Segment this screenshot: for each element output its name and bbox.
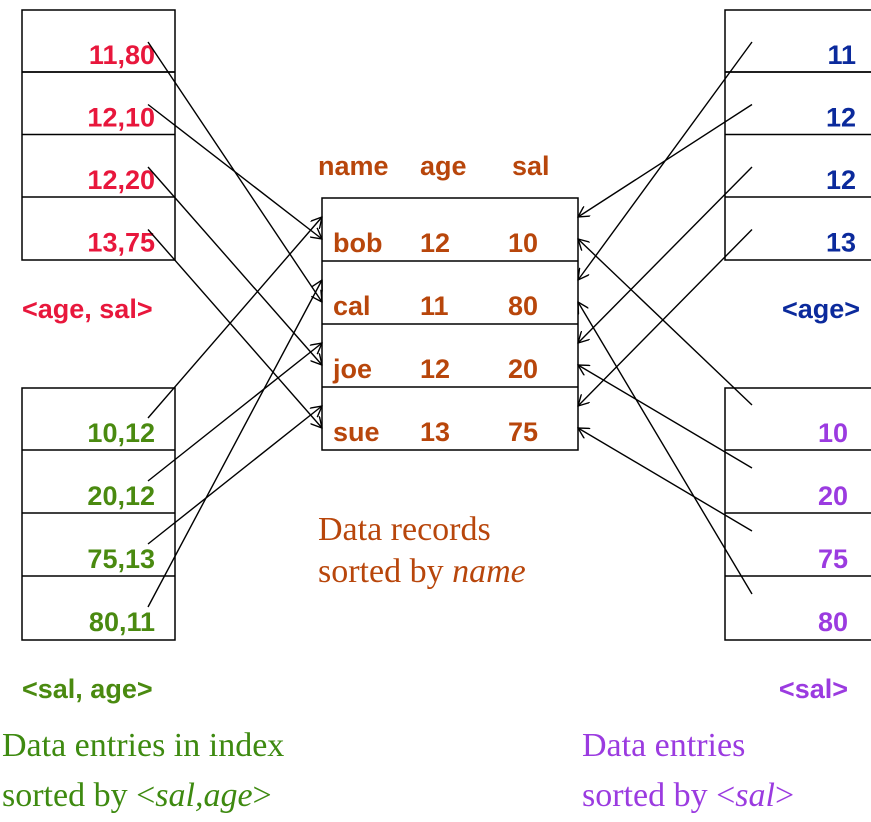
caption-italic: sal (735, 777, 775, 814)
record-cell: 20 (508, 354, 538, 384)
index-entry: 75 (818, 544, 848, 574)
index-entry: 11,80 (89, 40, 155, 70)
right-caption: sorted by <sal> (582, 777, 794, 814)
index-entry: 20 (818, 481, 848, 511)
record-cell: 13 (420, 417, 450, 447)
pointer-arrow (578, 365, 753, 469)
index-entry: 10,12 (87, 418, 155, 448)
index-label: <sal, age> (22, 674, 153, 704)
column-header: age (420, 151, 467, 181)
index-box (21, 387, 176, 641)
pointer-arrow (147, 229, 322, 429)
index-entry: 20,12 (87, 481, 155, 511)
record-cell: cal (333, 291, 371, 321)
pointer-arrow (147, 406, 322, 545)
right-caption: Data entries (582, 727, 745, 764)
record-cell: 12 (420, 354, 450, 384)
index-entry: 80,11 (89, 607, 155, 637)
records-caption: sorted by name (318, 553, 526, 590)
pointer-arrow (578, 103, 753, 218)
column-header: sal (512, 151, 550, 181)
record-cell: sue (333, 417, 380, 447)
left-caption: sorted by <sal,age> (2, 777, 272, 814)
record-cell: bob (333, 228, 382, 258)
left-caption: Data entries in index (2, 727, 284, 764)
record-cell: 10 (508, 228, 538, 258)
record-cell: 75 (508, 417, 538, 447)
caption-italic: name (452, 553, 526, 590)
record-cell: 12 (420, 228, 450, 258)
caption-text: > (775, 777, 794, 814)
pointer-arrow (578, 239, 753, 406)
index-entry: 80 (818, 607, 848, 637)
column-header: name (318, 151, 389, 181)
pointer-arrow (147, 103, 322, 240)
index-entry: 12 (826, 103, 856, 133)
record-cell: joe (332, 354, 372, 384)
pointer-arrow (578, 229, 753, 407)
record-cell: 80 (508, 291, 538, 321)
index-entry: 12 (826, 165, 856, 195)
index-entry: 10 (818, 418, 848, 448)
pointer-arrow (147, 166, 322, 365)
pointer-arrow (578, 166, 753, 343)
index-entry: 13,75 (87, 228, 155, 258)
pointer-arrow (147, 280, 322, 608)
index-label: <age, sal> (22, 294, 153, 324)
index-entry: 11 (827, 40, 856, 70)
caption-text: > (253, 777, 272, 814)
pointer-arrow (578, 302, 753, 595)
index-box (724, 387, 871, 641)
index-label: <sal> (779, 674, 848, 704)
caption-text: sorted by (318, 553, 452, 590)
record-cell: 11 (420, 291, 449, 321)
records-caption: Data records (318, 511, 491, 548)
index-label: <age> (782, 294, 860, 324)
index-entry: 12,20 (87, 165, 155, 195)
pointer-arrow (147, 343, 322, 482)
index-entry: 13 (826, 228, 856, 258)
caption-text: sorted by < (582, 777, 735, 814)
index-entry: 12,10 (87, 103, 155, 133)
pointer-arrow (578, 428, 753, 532)
index-entry: 75,13 (87, 544, 155, 574)
caption-text: sorted by < (2, 777, 155, 814)
caption-italic: sal,age (155, 777, 252, 814)
pointer-arrow (147, 217, 322, 419)
